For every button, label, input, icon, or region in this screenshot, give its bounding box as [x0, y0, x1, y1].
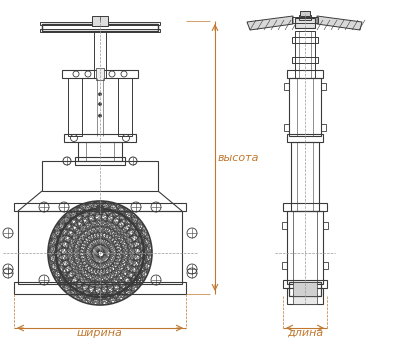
Text: длина: длина — [287, 328, 323, 338]
Bar — [92, 16, 108, 26]
Bar — [287, 211, 323, 284]
Bar — [291, 142, 319, 211]
Bar — [96, 68, 104, 80]
Bar — [299, 31, 311, 78]
Bar — [14, 203, 186, 211]
Bar — [283, 203, 327, 211]
Bar — [292, 17, 318, 23]
Bar — [321, 124, 326, 131]
Text: ширина: ширина — [77, 328, 123, 338]
Bar — [289, 282, 321, 296]
Bar — [284, 83, 289, 90]
Bar — [287, 70, 323, 78]
Bar — [40, 22, 160, 25]
Bar — [295, 18, 315, 28]
Bar — [293, 211, 317, 284]
Circle shape — [98, 114, 102, 117]
Bar — [75, 157, 125, 165]
Bar — [42, 24, 158, 31]
Bar — [299, 15, 311, 20]
Text: высота: высота — [218, 153, 260, 163]
Circle shape — [98, 103, 102, 106]
Circle shape — [96, 205, 104, 213]
Bar — [64, 134, 136, 142]
Bar — [292, 37, 318, 43]
Bar — [68, 78, 82, 136]
Bar — [94, 31, 106, 78]
Bar — [287, 134, 323, 142]
Bar — [282, 262, 287, 269]
Bar — [14, 282, 186, 294]
Bar — [323, 262, 328, 269]
Bar — [42, 161, 158, 191]
Bar — [292, 57, 318, 63]
Bar — [293, 294, 317, 304]
Polygon shape — [247, 16, 293, 30]
Bar — [62, 70, 138, 78]
Bar — [282, 222, 287, 229]
Circle shape — [98, 93, 102, 96]
Bar — [284, 124, 289, 131]
Polygon shape — [317, 16, 362, 30]
Bar — [323, 222, 328, 229]
Bar — [287, 288, 323, 304]
Bar — [297, 142, 313, 211]
Bar — [78, 142, 122, 161]
Bar — [300, 11, 310, 16]
Bar — [321, 83, 326, 90]
Bar — [18, 211, 182, 284]
Bar — [293, 282, 317, 296]
Bar — [40, 29, 160, 32]
Bar — [118, 78, 132, 136]
Bar — [283, 280, 327, 288]
Bar — [297, 78, 313, 136]
Bar — [289, 78, 321, 136]
Bar — [295, 31, 315, 78]
